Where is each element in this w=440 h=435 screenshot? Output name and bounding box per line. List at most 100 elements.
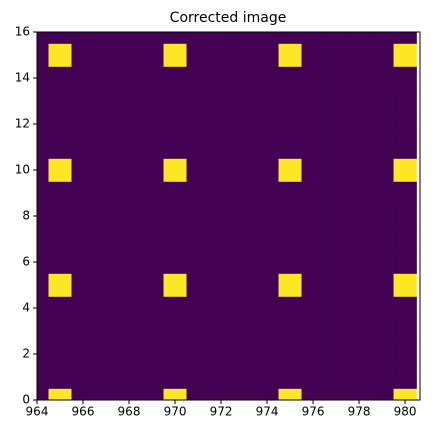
cell: [71, 319, 95, 343]
cell: [370, 32, 394, 44]
cell: [209, 204, 233, 228]
cell: [117, 135, 141, 159]
cell: [117, 181, 141, 205]
cell: [301, 342, 325, 366]
cell: [163, 342, 187, 366]
cell: [94, 227, 118, 251]
cell: [117, 365, 141, 389]
cell: [37, 342, 49, 366]
y-tick-label: 8: [22, 209, 30, 223]
cell: [278, 319, 302, 343]
cell: [37, 43, 49, 67]
cell: [209, 135, 233, 159]
cell: [393, 135, 417, 159]
cell: [140, 112, 164, 136]
cell: [255, 204, 279, 228]
cell: [324, 342, 348, 366]
cell: [140, 181, 164, 205]
cell: [370, 43, 394, 67]
cell: [324, 204, 348, 228]
cell: [232, 89, 256, 113]
cell: [186, 135, 210, 159]
cell: [140, 66, 164, 90]
cell: [209, 388, 233, 400]
cell: [48, 227, 72, 251]
cell: [278, 365, 302, 389]
cell: [301, 319, 325, 343]
cell: [186, 250, 210, 274]
cell: [71, 365, 95, 389]
cell: [301, 250, 325, 274]
cell: [278, 181, 302, 205]
cell: [301, 43, 325, 67]
y-tick-label: 14: [15, 71, 30, 85]
cell: [393, 32, 417, 44]
cell: [393, 342, 417, 366]
cell: [48, 296, 72, 320]
cell: [186, 32, 210, 44]
y-tick-label: 12: [15, 117, 30, 131]
cell: [209, 66, 233, 90]
cell: [140, 365, 164, 389]
cell: [94, 296, 118, 320]
cell: [140, 319, 164, 343]
cell: [37, 89, 49, 113]
x-tick-label: 966: [72, 405, 95, 419]
cell: [71, 296, 95, 320]
cell: [186, 181, 210, 205]
cell: [278, 43, 302, 67]
cell: [347, 181, 371, 205]
cell: [186, 227, 210, 251]
cell: [140, 296, 164, 320]
cell: [186, 365, 210, 389]
cell: [324, 319, 348, 343]
cell: [347, 319, 371, 343]
cell: [324, 43, 348, 67]
cell: [301, 66, 325, 90]
cell: [117, 388, 141, 400]
cell: [163, 296, 187, 320]
cell: [140, 273, 164, 297]
cell: [347, 250, 371, 274]
cell: [163, 112, 187, 136]
cell: [301, 181, 325, 205]
x-tick-label: 974: [256, 405, 279, 419]
cell: [324, 227, 348, 251]
x-tick-label: 970: [164, 405, 187, 419]
cell: [186, 89, 210, 113]
cell: [163, 32, 187, 44]
cell: [301, 158, 325, 182]
cell: [117, 250, 141, 274]
cell: [186, 296, 210, 320]
cell: [393, 250, 417, 274]
cell: [71, 250, 95, 274]
cell: [163, 135, 187, 159]
cell: [324, 32, 348, 44]
cell: [209, 273, 233, 297]
cell: [278, 342, 302, 366]
cell: [278, 158, 302, 182]
cell: [255, 273, 279, 297]
cell: [324, 135, 348, 159]
cell: [140, 204, 164, 228]
cell: [370, 342, 394, 366]
cell: [278, 112, 302, 136]
cell: [186, 204, 210, 228]
cell: [324, 66, 348, 90]
cell: [48, 342, 72, 366]
cell: [48, 43, 72, 67]
cell: [370, 365, 394, 389]
cell: [37, 112, 49, 136]
cell: [255, 250, 279, 274]
cell: [232, 158, 256, 182]
cell: [301, 227, 325, 251]
cell: [163, 365, 187, 389]
cell: [301, 89, 325, 113]
cell: [71, 181, 95, 205]
cell: [37, 204, 49, 228]
cell: [232, 181, 256, 205]
y-tick-label: 6: [22, 255, 30, 269]
cell: [209, 365, 233, 389]
cell: [347, 342, 371, 366]
